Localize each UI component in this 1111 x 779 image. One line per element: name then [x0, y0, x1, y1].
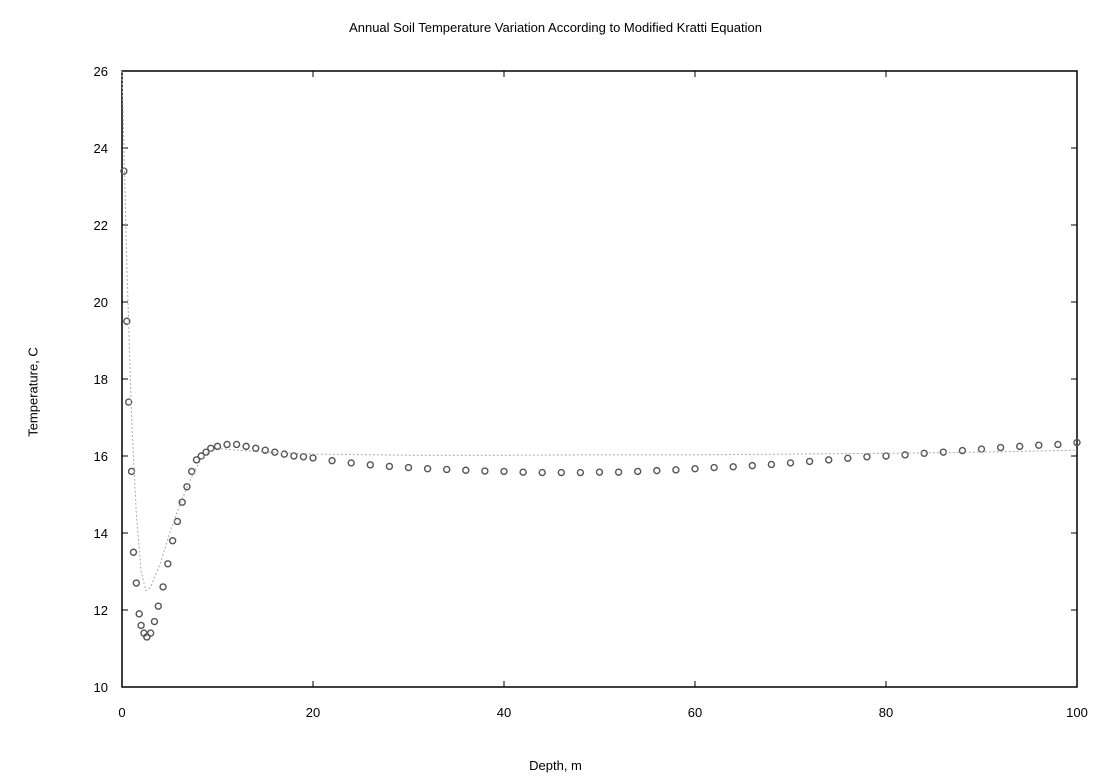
data-point	[672, 466, 680, 474]
data-point	[188, 467, 196, 476]
data-point	[1073, 438, 1081, 447]
data-point	[538, 468, 546, 477]
data-point	[443, 465, 451, 474]
y-tick-label: 26	[94, 64, 108, 79]
data-point	[614, 468, 623, 476]
data-point	[232, 440, 241, 449]
x-tick-label: 60	[688, 705, 702, 720]
data-point	[129, 548, 138, 556]
data-point	[462, 466, 470, 474]
data-point	[1054, 440, 1062, 449]
data-point	[143, 633, 151, 641]
data-point	[213, 442, 222, 451]
data-point	[595, 468, 604, 476]
data-point	[135, 610, 143, 618]
data-point	[347, 459, 355, 467]
data-point	[634, 467, 642, 476]
data-point	[251, 444, 260, 452]
data-point	[519, 468, 527, 476]
data-point	[1016, 442, 1024, 451]
x-tick-label: 40	[497, 705, 511, 720]
y-tick-label: 10	[94, 680, 108, 695]
data-point	[366, 461, 374, 469]
data-point	[271, 448, 279, 456]
y-tick-label: 12	[94, 603, 108, 618]
data-point	[825, 456, 833, 464]
data-point	[557, 468, 565, 477]
data-point	[901, 451, 909, 459]
data-point	[146, 629, 155, 637]
data-point	[164, 560, 172, 568]
x-tick-label: 0	[118, 705, 125, 720]
data-point	[261, 446, 269, 454]
x-tick-label: 80	[879, 705, 893, 720]
data-point	[242, 442, 250, 451]
data-point	[154, 602, 162, 610]
data-point	[729, 463, 737, 471]
data-point	[127, 467, 136, 476]
data-point	[691, 465, 699, 473]
data-point	[882, 452, 890, 460]
data-point	[481, 467, 489, 475]
plot-area	[120, 70, 1081, 641]
data-point	[178, 498, 186, 506]
y-tick-label: 18	[94, 372, 108, 387]
data-point	[844, 454, 852, 463]
data-point	[173, 517, 182, 526]
data-point	[1035, 441, 1043, 449]
data-point	[123, 317, 131, 325]
data-point	[423, 465, 432, 473]
data-point	[183, 483, 191, 491]
data-point	[137, 621, 145, 630]
data-point	[805, 457, 814, 466]
data-point	[977, 445, 986, 453]
data-point	[404, 463, 413, 472]
y-tick-label: 20	[94, 295, 108, 310]
data-point	[309, 454, 317, 462]
data-point	[576, 468, 585, 477]
data-point	[653, 466, 661, 475]
data-point	[863, 453, 871, 461]
data-point	[280, 450, 289, 458]
chart-title: Annual Soil Temperature Variation Accord…	[349, 20, 762, 35]
x-axis: 0 20 40 60 80 100	[118, 71, 1088, 720]
x-axis-label: Depth, m	[529, 758, 582, 773]
data-point	[299, 453, 308, 461]
y-tick-label: 22	[94, 218, 108, 233]
data-point	[159, 583, 167, 591]
plot-frame	[121, 70, 1078, 688]
y-tick-label: 14	[94, 526, 108, 541]
data-point	[132, 579, 141, 587]
data-point	[207, 444, 215, 452]
data-point	[500, 467, 508, 476]
data-point	[223, 440, 231, 449]
data-point	[786, 459, 795, 467]
y-tick-label: 24	[94, 141, 108, 156]
x-tick-label: 20	[306, 705, 320, 720]
data-point	[168, 537, 177, 545]
data-point	[290, 452, 298, 460]
data-point	[996, 443, 1005, 452]
data-point	[710, 463, 718, 472]
data-point	[192, 456, 201, 464]
data-point	[767, 460, 776, 469]
data-point	[328, 456, 336, 465]
y-tick-label: 16	[94, 449, 108, 464]
y-axis: 10 12 14 16 18 20 22 24 26	[94, 64, 1077, 695]
data-point	[748, 461, 756, 470]
data-point	[202, 448, 210, 456]
data-point	[958, 446, 967, 455]
data-point	[385, 462, 394, 471]
data-point	[150, 617, 159, 626]
series-line-1	[121, 70, 1078, 592]
data-point	[124, 398, 133, 406]
x-tick-label: 100	[1066, 705, 1088, 720]
